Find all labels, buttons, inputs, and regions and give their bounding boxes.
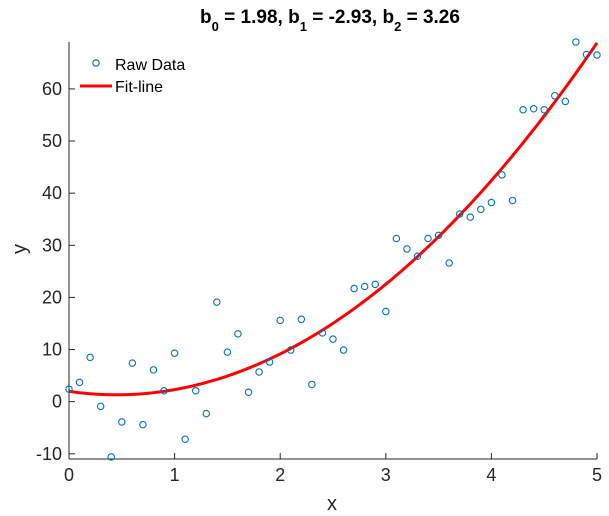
data-point bbox=[139, 420, 147, 429]
data-point bbox=[561, 97, 570, 106]
data-point bbox=[287, 346, 295, 354]
y-tick-label: 40 bbox=[42, 183, 62, 203]
legend: Raw Data Fit-line bbox=[80, 57, 185, 96]
data-point bbox=[170, 349, 179, 357]
data-point bbox=[244, 388, 253, 397]
data-point bbox=[382, 307, 390, 316]
fit-line bbox=[68, 42, 599, 397]
data-point bbox=[572, 38, 580, 46]
y-tick-label: 50 bbox=[42, 131, 62, 151]
data-point bbox=[75, 378, 84, 387]
data-point bbox=[128, 359, 137, 367]
x-tick-label: 1 bbox=[170, 465, 180, 485]
data-point bbox=[455, 210, 464, 218]
data-point bbox=[466, 213, 475, 221]
data-point bbox=[529, 104, 538, 113]
data-point bbox=[413, 252, 422, 260]
data-point bbox=[297, 315, 306, 324]
data-point bbox=[508, 196, 517, 205]
data-point bbox=[582, 50, 591, 59]
chart-title: b0 = 1.98, b1 = -2.93, b2 = 3.26 bbox=[200, 7, 460, 34]
data-point bbox=[339, 346, 348, 354]
data-point bbox=[149, 366, 158, 374]
data-point bbox=[403, 245, 411, 253]
data-point bbox=[255, 368, 263, 376]
data-point bbox=[424, 234, 432, 243]
data-point bbox=[318, 329, 327, 337]
data-point bbox=[213, 298, 221, 306]
legend-raw-data-marker bbox=[92, 59, 100, 67]
data-point bbox=[202, 409, 211, 418]
data-point bbox=[276, 316, 284, 325]
x-tick-label: 3 bbox=[381, 465, 391, 485]
x-axis-label: x bbox=[327, 493, 337, 515]
data-point bbox=[360, 282, 369, 291]
x-axis-ticks: 0 1 2 3 4 5 bbox=[64, 453, 602, 485]
data-point bbox=[65, 385, 73, 393]
data-point bbox=[160, 386, 168, 395]
axes bbox=[68, 42, 597, 460]
y-axis-ticks: -10 0 10 20 30 40 50 60 bbox=[36, 79, 75, 464]
y-tick-label: 30 bbox=[42, 235, 62, 255]
raw-data-series bbox=[65, 38, 601, 461]
y-tick-label: 0 bbox=[52, 392, 62, 412]
x-tick-label: 2 bbox=[275, 465, 285, 485]
y-tick-label: 60 bbox=[42, 79, 62, 99]
data-point bbox=[191, 386, 200, 395]
data-point bbox=[118, 418, 126, 426]
y-tick-label: 20 bbox=[42, 287, 62, 307]
data-point bbox=[371, 280, 379, 289]
data-point bbox=[86, 353, 94, 362]
data-point bbox=[551, 91, 559, 100]
data-point bbox=[223, 348, 232, 356]
legend-raw-data-label: Raw Data bbox=[115, 57, 185, 74]
legend-fit-line-label: Fit-line bbox=[115, 79, 163, 96]
data-point bbox=[96, 402, 105, 411]
data-point bbox=[308, 380, 316, 389]
data-point bbox=[392, 234, 401, 243]
data-point bbox=[477, 205, 485, 214]
y-tick-label: -10 bbox=[36, 444, 62, 464]
data-point bbox=[487, 198, 496, 207]
data-point bbox=[498, 171, 506, 179]
data-point bbox=[540, 106, 548, 114]
x-tick-label: 5 bbox=[592, 465, 602, 485]
data-point bbox=[265, 358, 274, 366]
x-tick-label: 4 bbox=[486, 465, 496, 485]
data-point bbox=[350, 284, 358, 293]
x-tick-label: 0 bbox=[64, 465, 74, 485]
data-point bbox=[519, 106, 527, 114]
data-point bbox=[593, 51, 601, 59]
data-point bbox=[234, 330, 242, 338]
fit-line-series bbox=[68, 42, 599, 397]
data-point bbox=[329, 335, 337, 343]
data-point bbox=[107, 453, 115, 461]
data-point bbox=[445, 259, 453, 267]
data-point bbox=[434, 231, 443, 240]
y-tick-label: 10 bbox=[42, 340, 62, 360]
data-point bbox=[181, 435, 189, 443]
y-axis-label: y bbox=[9, 244, 31, 254]
